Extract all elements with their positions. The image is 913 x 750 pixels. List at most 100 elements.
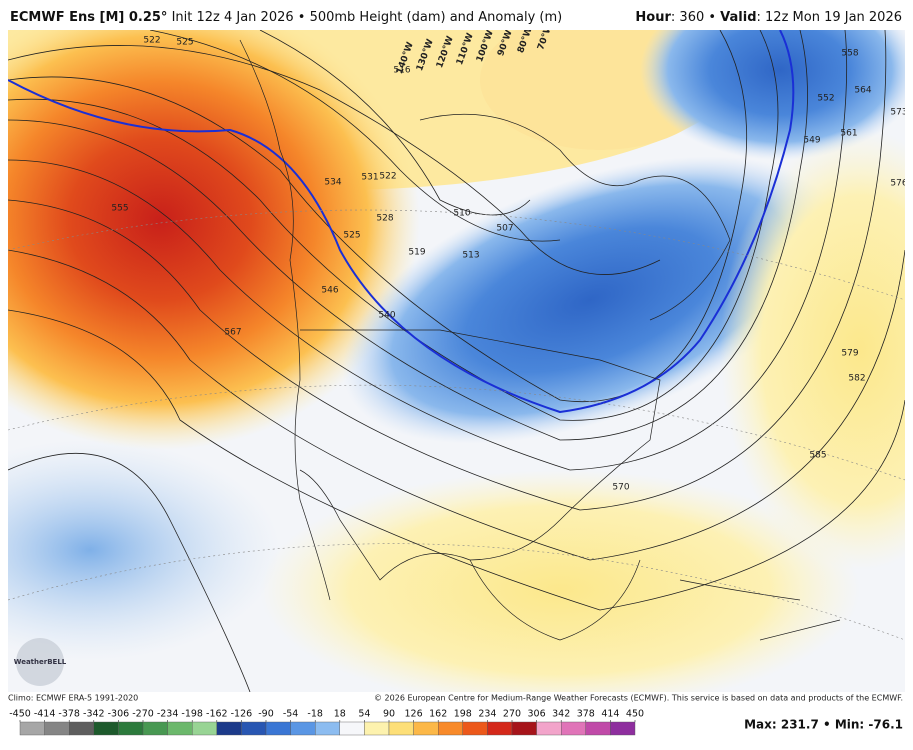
contour-label: 516 <box>393 66 410 76</box>
contour-label: 573 <box>890 108 907 118</box>
colorbar-segment <box>216 721 242 736</box>
header-right: Hour: 360 • Valid: 12z Mon 19 Jan 2026 <box>635 10 902 25</box>
colorbar-segment <box>315 721 341 736</box>
colorbar-tick-label: -234 <box>157 709 179 720</box>
colorbar-tick-label: -450 <box>9 709 31 720</box>
valid-label: Valid <box>720 10 756 25</box>
contour-label: 582 <box>848 374 865 384</box>
colorbar-tick-label: -162 <box>206 709 228 720</box>
colorbar-segment <box>413 721 439 736</box>
colorbar-segment <box>438 721 464 736</box>
colorbar-tick-label: 450 <box>626 709 644 720</box>
colorbar-segment <box>191 721 217 736</box>
contour-labels: 522 525 516 555 567 546 540 534 531 528 525 522 510 5… <box>111 36 907 493</box>
colorbar-tick-label: 306 <box>528 709 546 720</box>
colorbar-tick-label: 234 <box>478 709 496 720</box>
colorbar-tick-label: 54 <box>358 709 370 720</box>
contour-label: 519 <box>408 248 425 258</box>
contour-label: 585 <box>809 451 826 461</box>
contour-label: 513 <box>462 251 479 261</box>
colorbar-segment <box>585 721 611 736</box>
anomaly-atlantic <box>720 130 905 570</box>
anomaly-south <box>260 470 860 692</box>
colorbar-tick-label: 126 <box>405 709 423 720</box>
colorbar-segment <box>339 721 365 736</box>
hour: : 360 • <box>671 10 720 25</box>
colorbar-tick-label: -414 <box>34 709 56 720</box>
contours <box>8 30 905 692</box>
contour-label: 522 <box>143 36 160 46</box>
contour-label: 528 <box>376 214 393 224</box>
colorbar-tick-label: -270 <box>132 709 154 720</box>
model: ECMWF Ens [M] 0.25° <box>10 10 167 25</box>
colorbar-tick-label: -18 <box>307 709 323 720</box>
contour-label: 507 <box>496 224 513 234</box>
colorbar-tick-label: -342 <box>83 709 105 720</box>
logo-badge <box>16 638 64 686</box>
colorbar-segment <box>118 721 144 736</box>
colorbar-tick-label: 270 <box>503 709 521 720</box>
colorbar-tick-label: 342 <box>552 709 570 720</box>
contour-label: 549 <box>803 136 820 146</box>
copyright: © 2026 European Centre for Medium-Range … <box>374 694 903 703</box>
contour-label: 567 <box>224 328 241 338</box>
contour-label: 579 <box>841 349 858 359</box>
colorbar-segment <box>462 721 488 736</box>
contour-label: 540 <box>378 311 395 321</box>
colorbar-segment <box>19 721 45 736</box>
contour-label: 522 <box>379 172 396 182</box>
contour-label: 558 <box>841 49 858 59</box>
graticule <box>8 209 905 641</box>
colorbar-segment <box>44 721 70 736</box>
contour-label: 561 <box>840 129 857 139</box>
colorbar-segment <box>610 721 636 736</box>
colorbar-segment <box>290 721 316 736</box>
colorbar-tick-label: -54 <box>283 709 299 720</box>
contour-label: 576 <box>890 179 907 189</box>
logo: WeatherBELL <box>14 658 67 666</box>
colorbar-segment <box>167 721 193 736</box>
colorbar-segment <box>561 721 587 736</box>
map: 522 525 516 555 567 546 540 534 531 528 525 522 510 5… <box>8 30 907 692</box>
colorbar-tick-label: 18 <box>334 709 346 720</box>
contour-label: 510 <box>453 209 470 219</box>
colorbar-segment <box>68 721 94 736</box>
contour-label: 525 <box>343 231 360 241</box>
contour-label: 546 <box>321 286 338 296</box>
header-left: ECMWF Ens [M] 0.25° Init 12z 4 Jan 2026 … <box>10 10 562 25</box>
colorbar-tick-label: -378 <box>58 709 80 720</box>
colorbar-segment <box>241 721 267 736</box>
contour-label: 555 <box>111 204 128 214</box>
colorbar-tick-label: 414 <box>601 709 619 720</box>
colorbar-segment <box>364 721 390 736</box>
coastlines <box>239 39 841 641</box>
contour-label: 552 <box>817 94 834 104</box>
anomaly-trough-east <box>640 30 905 160</box>
colorbar-tick-label: -306 <box>108 709 130 720</box>
contour-label: 525 <box>176 38 193 48</box>
valid: : 12z Mon 19 Jan 2026 <box>757 10 902 25</box>
anomaly-ridge <box>8 30 420 450</box>
colorbar-segment <box>93 721 119 736</box>
description: Init 12z 4 Jan 2026 • 500mb Height (dam)… <box>172 10 563 25</box>
colorbar: -450 -414 -378 -342 -306 -270 -234 -198 -162 -126… <box>9 709 644 736</box>
contour-label: 570 <box>612 483 629 493</box>
contour-label: 531 <box>361 173 378 183</box>
colorbar-tick-label: 162 <box>429 709 447 720</box>
colorbar-segment <box>511 721 537 736</box>
climo: Climo: ECMWF ERA-5 1991-2020 <box>8 694 138 703</box>
hour-label: Hour <box>635 10 671 25</box>
contour-540 <box>8 30 795 414</box>
contour-label: 564 <box>854 86 871 96</box>
contour-label: 534 <box>324 178 341 188</box>
extremes: Max: 231.7 • Min: -76.1 <box>744 718 903 732</box>
colorbar-tick-label: -126 <box>231 709 253 720</box>
colorbar-tick-label: 378 <box>577 709 595 720</box>
colorbar-segment <box>265 721 291 736</box>
colorbar-tick-label: 90 <box>383 709 395 720</box>
colorbar-segment <box>487 721 513 736</box>
colorbar-tick-label: 198 <box>454 709 472 720</box>
colorbar-tick-label: -90 <box>258 709 274 720</box>
colorbar-segment <box>388 721 414 736</box>
